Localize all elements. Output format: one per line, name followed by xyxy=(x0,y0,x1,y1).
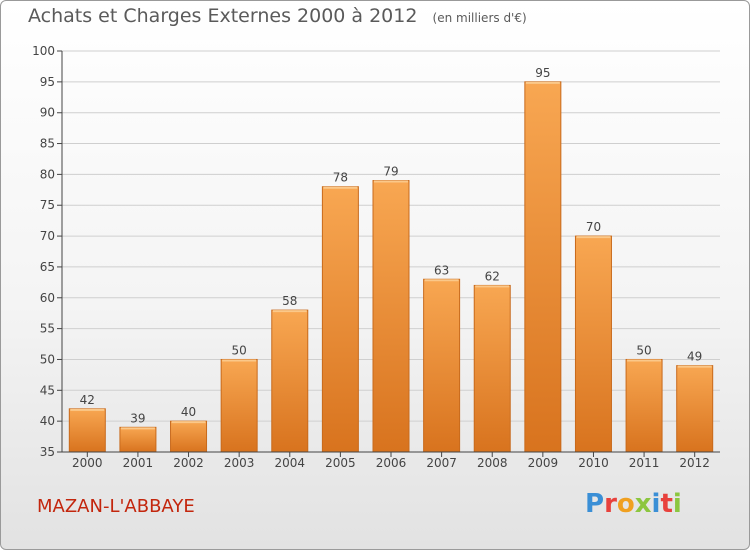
data-label-2012: 49 xyxy=(687,350,702,364)
brand-letter: P xyxy=(585,489,605,519)
bar-2000 xyxy=(68,408,106,453)
x-tick-label-2011: 2011 xyxy=(629,456,660,470)
data-label-2006: 79 xyxy=(383,165,398,179)
x-tick-label-2010: 2010 xyxy=(578,456,609,470)
brand-letter: r xyxy=(604,489,617,519)
x-tick-label-2008: 2008 xyxy=(477,456,508,470)
bar-2001 xyxy=(119,426,157,453)
y-tick-label: 40 xyxy=(40,414,55,428)
x-tick-label-2001: 2001 xyxy=(123,456,154,470)
x-tick-label-2003: 2003 xyxy=(224,456,255,470)
data-label-2001: 39 xyxy=(130,411,145,425)
bar-2003 xyxy=(220,358,258,453)
y-tick-label: 75 xyxy=(40,198,55,212)
bar-2009 xyxy=(524,81,562,453)
bar-2005 xyxy=(321,186,359,453)
brand-logo: Proxiti xyxy=(585,489,682,519)
y-tick-label: 80 xyxy=(40,167,55,181)
bar-2002 xyxy=(170,420,208,453)
brand-letter: i xyxy=(672,489,682,519)
data-label-2008: 62 xyxy=(485,269,500,283)
data-label-2007: 63 xyxy=(434,263,449,277)
brand-letter: x xyxy=(634,489,652,519)
x-tick-label-2007: 2007 xyxy=(426,456,457,470)
brand-letter: i xyxy=(651,489,661,519)
bar-2011 xyxy=(625,358,663,453)
data-label-2000: 42 xyxy=(80,393,95,407)
x-tick-label-2000: 2000 xyxy=(72,456,103,470)
data-label-2005: 78 xyxy=(333,171,348,185)
bar-2012 xyxy=(676,365,714,453)
location-label: MAZAN-L'ABBAYE xyxy=(37,496,195,517)
bars: 42 39 40 50 58 78 79 63 62 95 70 50 49 xyxy=(68,66,714,453)
bar-2010 xyxy=(574,235,612,453)
y-tick-label: 95 xyxy=(40,75,55,89)
y-tick-label: 70 xyxy=(40,229,55,243)
y-tick-label: 35 xyxy=(40,445,55,459)
y-tick-label: 100 xyxy=(32,44,55,58)
chart-title: Achats et Charges Externes 2000 à 2012 xyxy=(28,5,418,27)
brand-letter: t xyxy=(660,489,673,519)
bar-2006 xyxy=(372,180,410,453)
x-tick-label-2012: 2012 xyxy=(679,456,710,470)
x-tick-label-2004: 2004 xyxy=(274,456,305,470)
y-tick-label: 45 xyxy=(40,383,55,397)
x-tick-label-2005: 2005 xyxy=(325,456,356,470)
y-tick-label: 55 xyxy=(40,322,55,336)
x-tick-label-2006: 2006 xyxy=(376,456,407,470)
chart-subtitle: (en milliers d'€) xyxy=(432,11,527,25)
bar-2007 xyxy=(423,278,461,453)
bar-2008 xyxy=(473,284,511,453)
data-label-2004: 58 xyxy=(282,294,297,308)
x-tick-label-2009: 2009 xyxy=(528,456,559,470)
data-label-2010: 70 xyxy=(586,220,601,234)
x-tick-label-2002: 2002 xyxy=(173,456,204,470)
bar-2004 xyxy=(271,309,309,453)
y-tick-label: 90 xyxy=(40,106,55,120)
title-row: Achats et Charges Externes 2000 à 2012 (… xyxy=(28,5,527,27)
y-tick-label: 50 xyxy=(40,352,55,366)
data-label-2009: 95 xyxy=(535,66,550,80)
y-tick-label: 60 xyxy=(40,291,55,305)
y-axis-ticks: 35 40 45 50 55 60 65 70 75 80 85 90 95 100 xyxy=(32,44,62,459)
data-label-2003: 50 xyxy=(232,343,247,357)
data-label-2011: 50 xyxy=(636,343,651,357)
x-axis-ticks: 2000 2001 2002 2003 2004 2005 2006 2007 2008 2009… xyxy=(72,452,710,470)
data-label-2002: 40 xyxy=(181,405,196,419)
brand-letter: o xyxy=(616,489,635,519)
y-tick-label: 85 xyxy=(40,137,55,151)
y-tick-label: 65 xyxy=(40,260,55,274)
